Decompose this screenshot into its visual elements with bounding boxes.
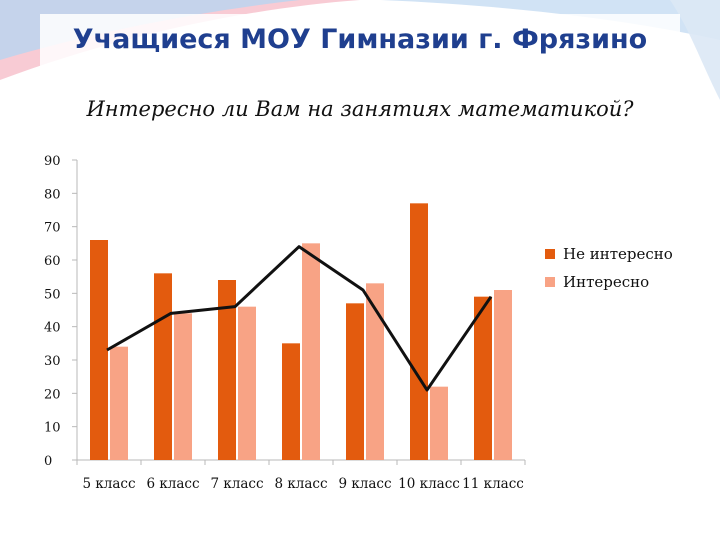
y-tick-label: 50 bbox=[44, 287, 61, 302]
bar-interested bbox=[238, 306, 256, 460]
bar-not-interested bbox=[218, 280, 236, 460]
x-category-label: 11 класс bbox=[462, 476, 524, 492]
y-tick-label: 0 bbox=[44, 454, 52, 469]
bar-not-interested bbox=[282, 343, 300, 460]
y-tick-label: 30 bbox=[44, 354, 61, 369]
y-tick-label: 80 bbox=[44, 187, 61, 202]
bar-not-interested bbox=[410, 203, 428, 461]
bar-not-interested bbox=[90, 240, 108, 460]
x-category-label: 9 класс bbox=[338, 476, 391, 492]
chart-legend: Не интересно Интересно bbox=[545, 240, 673, 296]
y-tick-label: 40 bbox=[44, 321, 61, 336]
bar-interested bbox=[366, 283, 384, 460]
bar-interested bbox=[430, 386, 448, 460]
slide-header-decoration bbox=[0, 0, 720, 100]
bar-interested bbox=[302, 243, 320, 460]
slide-title: Учащиеся МОУ Гимназии г. Фрязино bbox=[72, 24, 648, 55]
x-category-label: 5 класс bbox=[82, 476, 135, 492]
y-tick-label: 10 bbox=[44, 421, 61, 436]
chart-axes bbox=[72, 159, 526, 465]
bar-interested bbox=[110, 346, 128, 460]
legend-item-interested: Интересно bbox=[545, 268, 673, 296]
bar-not-interested bbox=[346, 303, 364, 460]
trend-line bbox=[106, 245, 493, 392]
bar-not-interested bbox=[154, 273, 172, 460]
x-category-label: 7 класс bbox=[210, 476, 263, 492]
bar-chart: 0 10 20 30 40 50 60 70 80 90 5 класс 6 класс 7 класс… bbox=[44, 154, 526, 492]
legend-label-interested: Интересно bbox=[563, 273, 650, 291]
bar-not-interested bbox=[474, 296, 492, 460]
y-tick-label: 20 bbox=[44, 387, 61, 402]
chart-bars bbox=[90, 203, 512, 461]
legend-label-not-interested: Не интересно bbox=[563, 245, 673, 263]
y-tick-label: 70 bbox=[44, 221, 61, 236]
bar-interested bbox=[174, 313, 192, 460]
y-tick-label: 90 bbox=[44, 154, 61, 169]
x-category-label: 8 класс bbox=[274, 476, 327, 492]
legend-swatch-not-interested bbox=[545, 249, 555, 259]
y-tick-label: 60 bbox=[44, 254, 61, 269]
chart-question-subtitle: Интересно ли Вам на занятиях математикой… bbox=[86, 97, 634, 121]
x-category-label: 10 класс bbox=[398, 476, 460, 492]
bar-interested bbox=[494, 290, 512, 460]
legend-item-not-interested: Не интересно bbox=[545, 240, 673, 268]
chart-labels: 0 10 20 30 40 50 60 70 80 90 5 класс 6 класс 7 класс… bbox=[44, 154, 524, 492]
x-category-label: 6 класс bbox=[146, 476, 199, 492]
chart-trend-line bbox=[106, 245, 493, 392]
legend-swatch-interested bbox=[545, 277, 555, 287]
